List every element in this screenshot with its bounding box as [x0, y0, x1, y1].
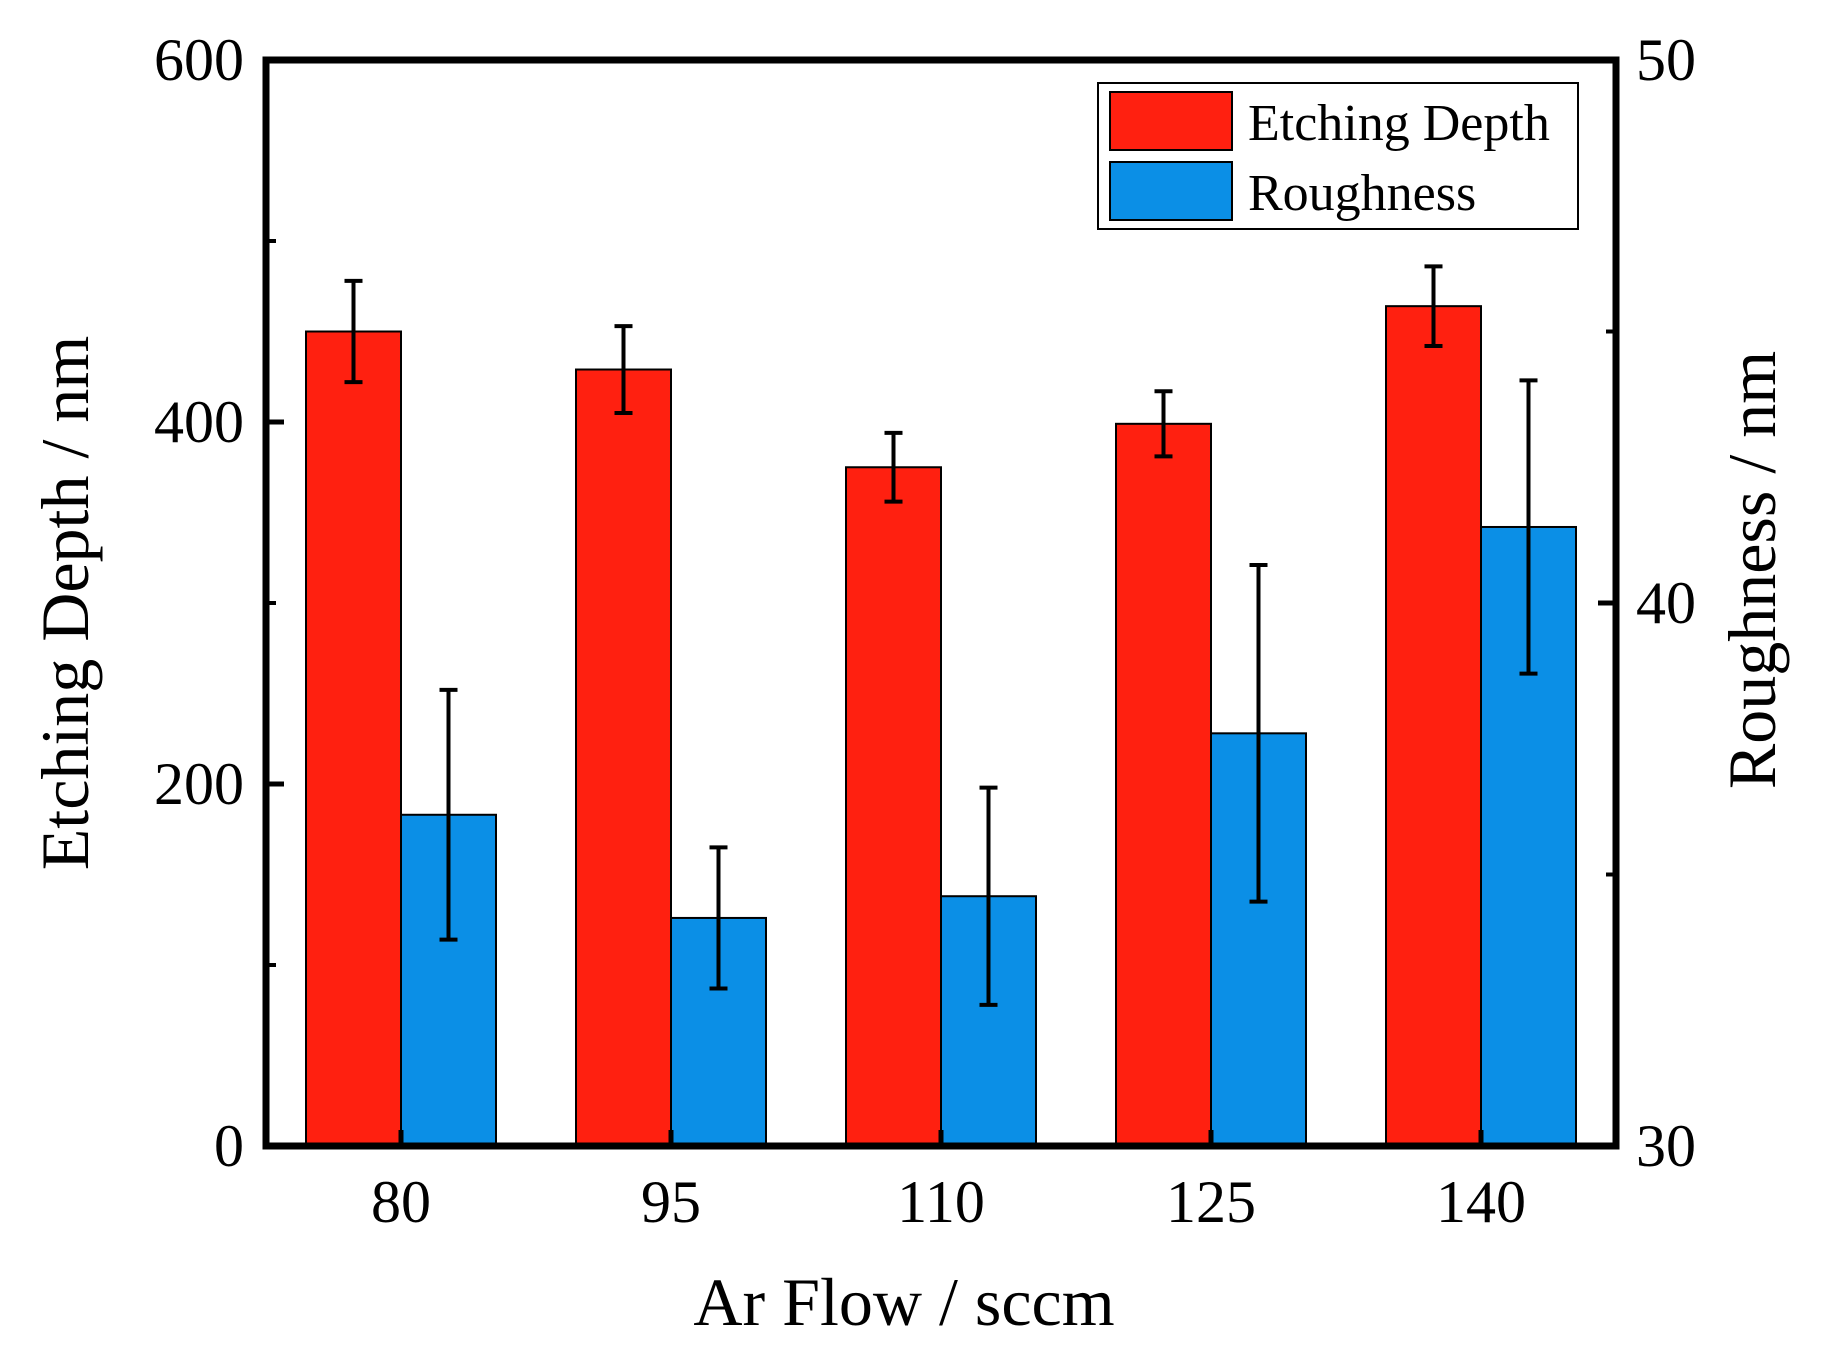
tick-labels-layer: 80 95 110 125 140 0 200 400 600 30 40 50 — [154, 27, 1696, 1235]
bar-etching-depth-125 — [1115, 422, 1212, 1147]
x-tick-label-125: 125 — [1166, 1169, 1256, 1235]
legend-swatch-roughness — [1109, 161, 1233, 221]
error-bar-etching-depth-80 — [344, 278, 363, 385]
bar-etching-depth-110 — [845, 466, 942, 1147]
legend-swatch-etching-depth — [1109, 91, 1233, 151]
error-bar-roughness-125 — [1249, 562, 1268, 904]
y-left-tick-label-0: 0 — [214, 1113, 244, 1179]
x-tick-label-95: 95 — [641, 1169, 701, 1235]
error-bar-etching-depth-125 — [1154, 389, 1173, 459]
x-tick-label-140: 140 — [1436, 1169, 1526, 1235]
bars-layer — [305, 305, 1577, 1148]
y-right-tick-label-40: 40 — [1636, 570, 1696, 636]
x-axis-title: Ar Flow / sccm — [693, 1264, 1114, 1340]
bar-etching-depth-140 — [1385, 305, 1482, 1148]
legend-label-roughness: Roughness — [1248, 165, 1476, 222]
y-axis-left-title: Etching Depth / nm — [27, 336, 103, 870]
y-left-tick-label-600: 600 — [154, 27, 244, 93]
x-tick-label-110: 110 — [897, 1169, 985, 1235]
y-axis-right-title: Roughness / nm — [1714, 351, 1790, 789]
bar-etching-depth-80 — [305, 330, 402, 1147]
legend-label-etching-depth: Etching Depth — [1248, 95, 1550, 152]
error-bar-etching-depth-95 — [614, 324, 633, 415]
error-bar-roughness-80 — [439, 687, 458, 942]
error-bar-roughness-110 — [979, 785, 998, 1007]
bar-etching-depth-95 — [575, 368, 672, 1147]
y-left-tick-label-200: 200 — [154, 751, 244, 817]
ticks-layer — [266, 57, 1616, 1149]
error-bar-roughness-95 — [709, 845, 728, 991]
error-bars-layer — [344, 264, 1538, 1007]
y-right-tick-label-50: 50 — [1636, 27, 1696, 93]
error-bar-etching-depth-110 — [884, 430, 903, 504]
error-bar-roughness-140 — [1519, 378, 1538, 676]
error-bar-etching-depth-140 — [1424, 264, 1443, 348]
y-right-tick-label-30: 30 — [1636, 1113, 1696, 1179]
y-left-tick-label-400: 400 — [154, 389, 244, 455]
legend: Etching Depth Roughness — [1097, 82, 1579, 230]
x-tick-label-80: 80 — [371, 1169, 431, 1235]
